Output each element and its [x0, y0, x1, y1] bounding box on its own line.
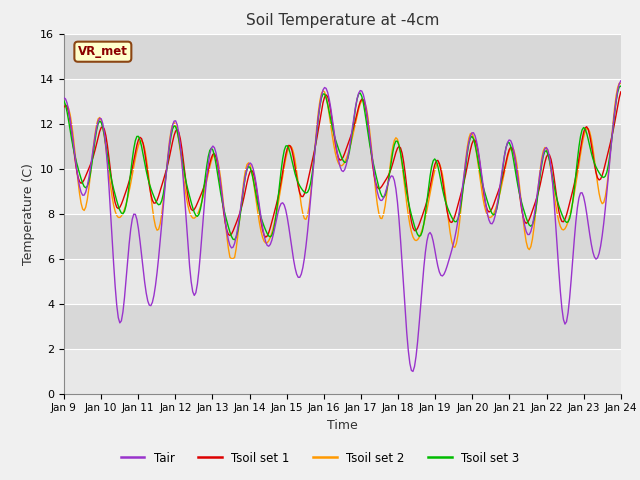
Bar [64, 34, 621, 79]
X-axis label: Time: Time [327, 419, 358, 432]
Bar [64, 259, 621, 303]
Bar [64, 348, 621, 394]
Bar [64, 168, 621, 214]
Legend: Tair, Tsoil set 1, Tsoil set 2, Tsoil set 3: Tair, Tsoil set 1, Tsoil set 2, Tsoil se… [116, 447, 524, 469]
Bar [64, 123, 621, 168]
Y-axis label: Temperature (C): Temperature (C) [22, 163, 35, 264]
Bar [64, 79, 621, 123]
Title: Soil Temperature at -4cm: Soil Temperature at -4cm [246, 13, 439, 28]
Text: VR_met: VR_met [78, 45, 128, 58]
Bar [64, 214, 621, 259]
Bar [64, 303, 621, 348]
